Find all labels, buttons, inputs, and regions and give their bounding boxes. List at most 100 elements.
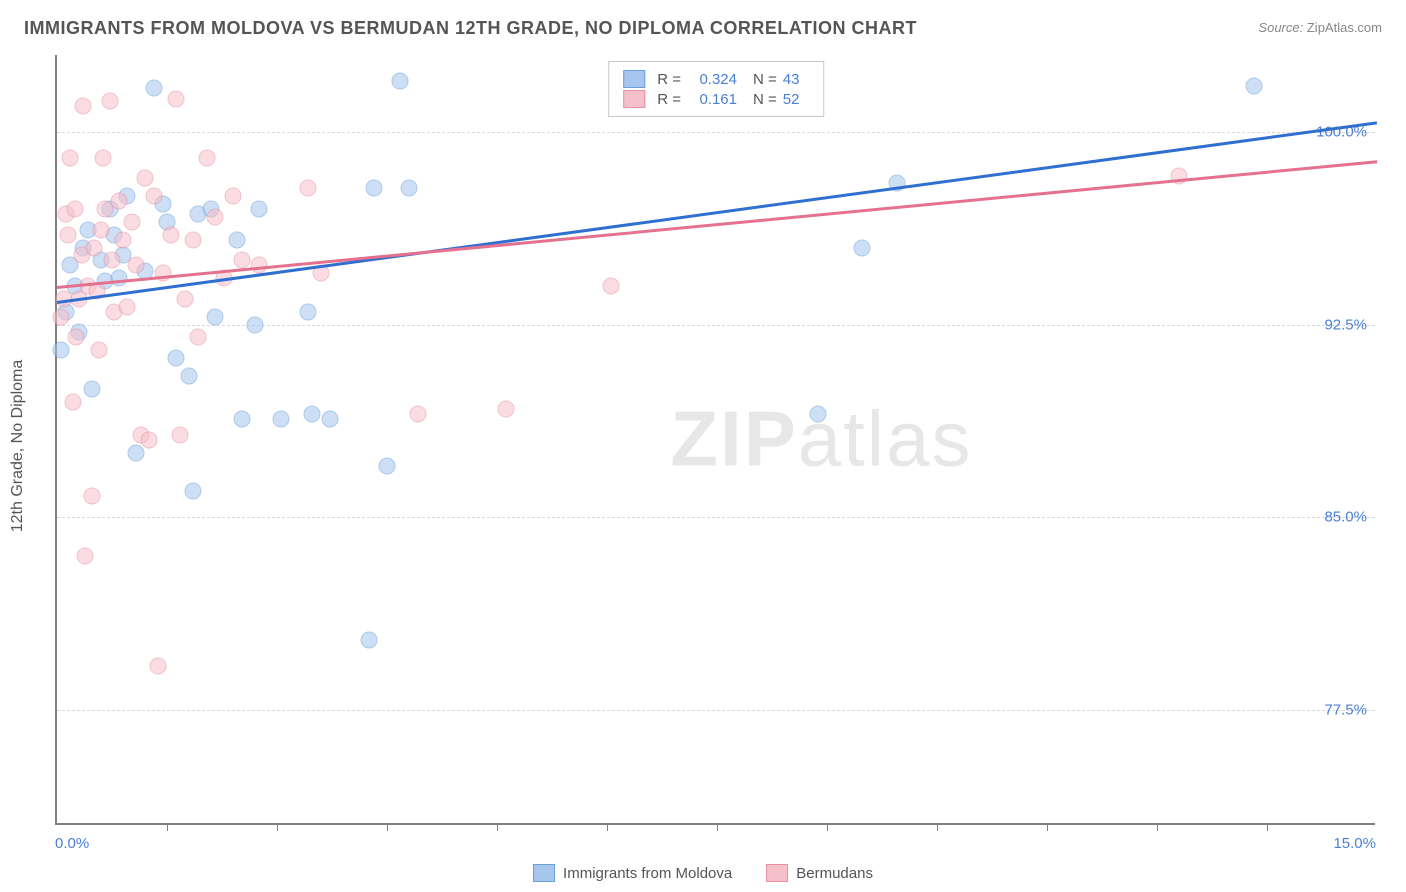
y-tick-label: 92.5% <box>1324 316 1367 333</box>
x-tick <box>1047 823 1048 831</box>
x-tick <box>607 823 608 831</box>
r-label: R = <box>657 71 681 88</box>
scatter-point <box>91 342 108 359</box>
x-tick <box>937 823 938 831</box>
scatter-point <box>119 298 136 315</box>
scatter-point <box>137 170 154 187</box>
y-tick-label: 77.5% <box>1324 701 1367 718</box>
legend-label: Immigrants from Moldova <box>563 865 732 882</box>
scatter-point <box>163 226 180 243</box>
scatter-point <box>1245 77 1262 94</box>
scatter-point <box>229 231 246 248</box>
gridline <box>57 132 1375 133</box>
scatter-point <box>233 411 250 428</box>
scatter-point <box>85 239 102 256</box>
r-value: 0.324 <box>687 71 737 88</box>
r-value: 0.161 <box>687 91 737 108</box>
scatter-point <box>251 201 268 218</box>
legend-swatch <box>623 90 645 108</box>
n-value: 52 <box>783 91 809 108</box>
legend-label: Bermudans <box>796 865 873 882</box>
scatter-point <box>53 308 70 325</box>
scatter-point <box>167 90 184 107</box>
scatter-point <box>53 342 70 359</box>
scatter-point <box>185 231 202 248</box>
scatter-point <box>299 303 316 320</box>
scatter-point <box>304 406 321 423</box>
x-tick <box>497 823 498 831</box>
legend-item: Immigrants from Moldova <box>533 864 732 882</box>
watermark-bold: ZIP <box>670 395 797 483</box>
scatter-point <box>84 380 101 397</box>
x-tick-label-min: 0.0% <box>55 835 89 852</box>
scatter-point <box>94 149 111 166</box>
legend-swatch <box>533 864 555 882</box>
source-value: ZipAtlas.com <box>1307 20 1382 35</box>
scatter-point <box>110 270 127 287</box>
scatter-point <box>207 208 224 225</box>
scatter-point <box>145 188 162 205</box>
scatter-point <box>75 98 92 115</box>
scatter-point <box>145 80 162 97</box>
scatter-point <box>247 316 264 333</box>
trend-line <box>57 160 1377 288</box>
scatter-point <box>59 226 76 243</box>
scatter-point <box>273 411 290 428</box>
scatter-point <box>810 406 827 423</box>
x-tick <box>1157 823 1158 831</box>
scatter-point <box>68 329 85 346</box>
scatter-point <box>123 213 140 230</box>
scatter-point <box>409 406 426 423</box>
scatter-point <box>361 632 378 649</box>
scatter-point <box>225 188 242 205</box>
scatter-point <box>101 93 118 110</box>
scatter-point <box>64 393 81 410</box>
scatter-point <box>93 221 110 238</box>
scatter-point <box>392 72 409 89</box>
legend-swatch <box>623 70 645 88</box>
legend-correlation-row: R = 0.161 N = 52 <box>623 90 809 108</box>
scatter-point <box>172 426 189 443</box>
y-tick-label: 85.0% <box>1324 509 1367 526</box>
scatter-point <box>185 483 202 500</box>
scatter-point <box>110 193 127 210</box>
scatter-point <box>181 367 198 384</box>
scatter-point <box>115 231 132 248</box>
scatter-point <box>401 180 418 197</box>
scatter-point <box>77 547 94 564</box>
scatter-point <box>233 252 250 269</box>
gridline <box>57 710 1375 711</box>
chart-title: IMMIGRANTS FROM MOLDOVA VS BERMUDAN 12TH… <box>24 18 917 39</box>
legend-swatch <box>766 864 788 882</box>
scatter-point <box>154 265 171 282</box>
scatter-point <box>128 257 145 274</box>
n-label: N = <box>753 91 777 108</box>
scatter-point <box>603 278 620 295</box>
scatter-point <box>66 201 83 218</box>
x-tick <box>387 823 388 831</box>
source-label: Source: <box>1258 20 1303 35</box>
scatter-point <box>189 329 206 346</box>
legend-series: Immigrants from Moldova Bermudans <box>533 864 873 882</box>
scatter-point <box>176 290 193 307</box>
scatter-point <box>198 149 215 166</box>
scatter-point <box>128 444 145 461</box>
legend-correlation-row: R =0.324N =43 <box>623 70 809 88</box>
y-axis-title: 12th Grade, No Diploma <box>9 360 27 533</box>
r-label: R = <box>657 91 681 108</box>
scatter-point <box>299 180 316 197</box>
gridline <box>57 517 1375 518</box>
legend-correlation-box: R =0.324N =43R =0.161N =52 <box>608 61 824 117</box>
plot-area: ZIPatlas R =0.324N =43R =0.161N =52 77.5… <box>55 55 1375 825</box>
scatter-point <box>141 432 158 449</box>
scatter-point <box>150 657 167 674</box>
scatter-point <box>167 349 184 366</box>
n-label: N = <box>753 71 777 88</box>
scatter-point <box>379 457 396 474</box>
legend-item: Bermudans <box>766 864 873 882</box>
x-tick-label-max: 15.0% <box>1333 835 1376 852</box>
x-tick <box>167 823 168 831</box>
x-tick <box>827 823 828 831</box>
x-tick <box>1267 823 1268 831</box>
scatter-point <box>84 488 101 505</box>
